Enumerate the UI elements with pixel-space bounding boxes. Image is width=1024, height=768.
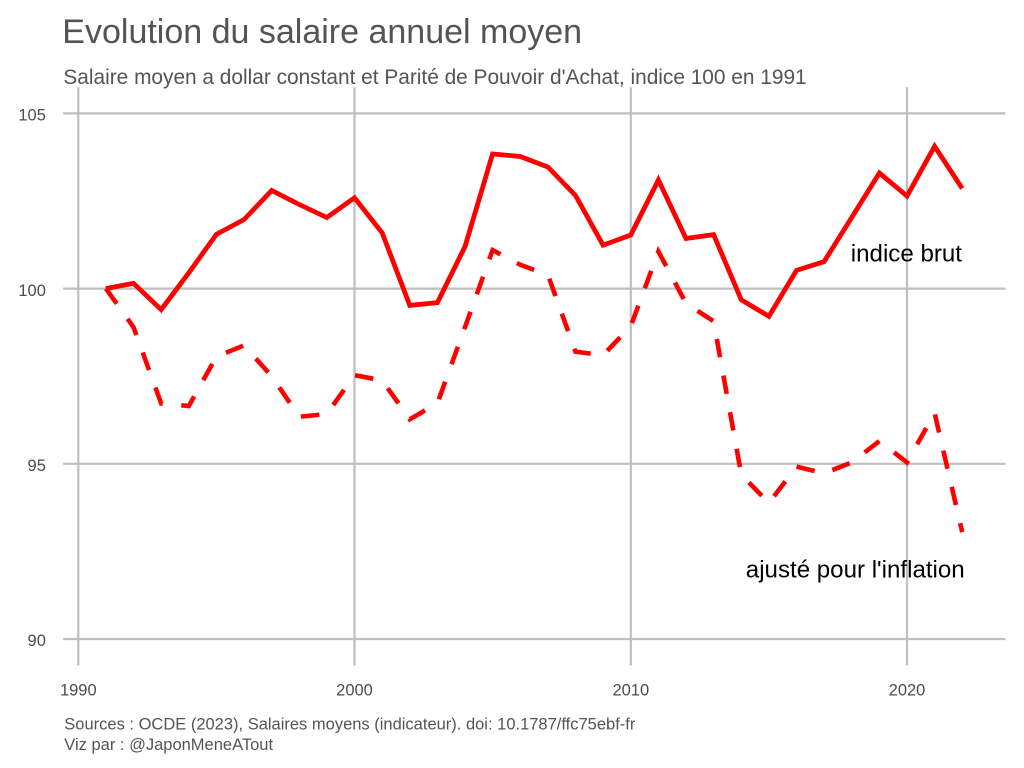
svg-text:Evolution du salaire annuel mo: Evolution du salaire annuel moyen xyxy=(62,13,582,51)
svg-text:ajusté pour l'inflation: ajusté pour l'inflation xyxy=(746,557,965,584)
svg-text:2000: 2000 xyxy=(336,681,373,699)
svg-text:1990: 1990 xyxy=(60,681,97,699)
svg-text:105: 105 xyxy=(18,107,46,125)
svg-text:90: 90 xyxy=(28,632,46,650)
svg-text:Sources : OCDE (2023), Salaire: Sources : OCDE (2023), Salaires moyens (… xyxy=(64,716,636,734)
svg-text:Salaire moyen a dollar constan: Salaire moyen a dollar constant et Parit… xyxy=(63,66,806,89)
svg-text:indice brut: indice brut xyxy=(851,241,962,268)
svg-text:100: 100 xyxy=(18,282,46,300)
svg-text:2020: 2020 xyxy=(889,681,926,699)
svg-text:2010: 2010 xyxy=(612,681,649,699)
svg-text:95: 95 xyxy=(28,457,46,475)
svg-text:Viz par : @JaponMeneATout: Viz par : @JaponMeneATout xyxy=(64,736,273,754)
